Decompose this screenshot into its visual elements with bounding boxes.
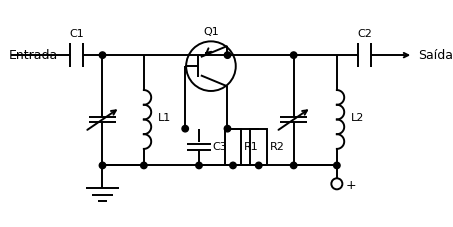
Circle shape (334, 162, 340, 169)
Circle shape (182, 126, 188, 132)
Text: C3: C3 (213, 142, 227, 152)
Text: C1: C1 (69, 29, 84, 39)
Text: +: + (346, 179, 357, 192)
Circle shape (290, 162, 297, 169)
Text: L1: L1 (158, 113, 171, 123)
Bar (225, 129, 241, 165)
Circle shape (99, 162, 106, 169)
Text: R1: R1 (244, 142, 259, 152)
Circle shape (196, 162, 202, 169)
Circle shape (224, 52, 231, 58)
Circle shape (230, 162, 236, 169)
Text: R2: R2 (270, 142, 284, 152)
Text: Q1: Q1 (203, 27, 219, 37)
Circle shape (224, 126, 231, 132)
Circle shape (140, 162, 147, 169)
Bar (251, 129, 267, 165)
Text: Entrada: Entrada (9, 49, 58, 62)
Circle shape (99, 52, 106, 58)
Text: C2: C2 (357, 29, 372, 39)
Circle shape (290, 52, 297, 58)
Circle shape (255, 162, 262, 169)
Text: L2: L2 (351, 113, 364, 123)
Text: Saída: Saída (418, 49, 453, 62)
